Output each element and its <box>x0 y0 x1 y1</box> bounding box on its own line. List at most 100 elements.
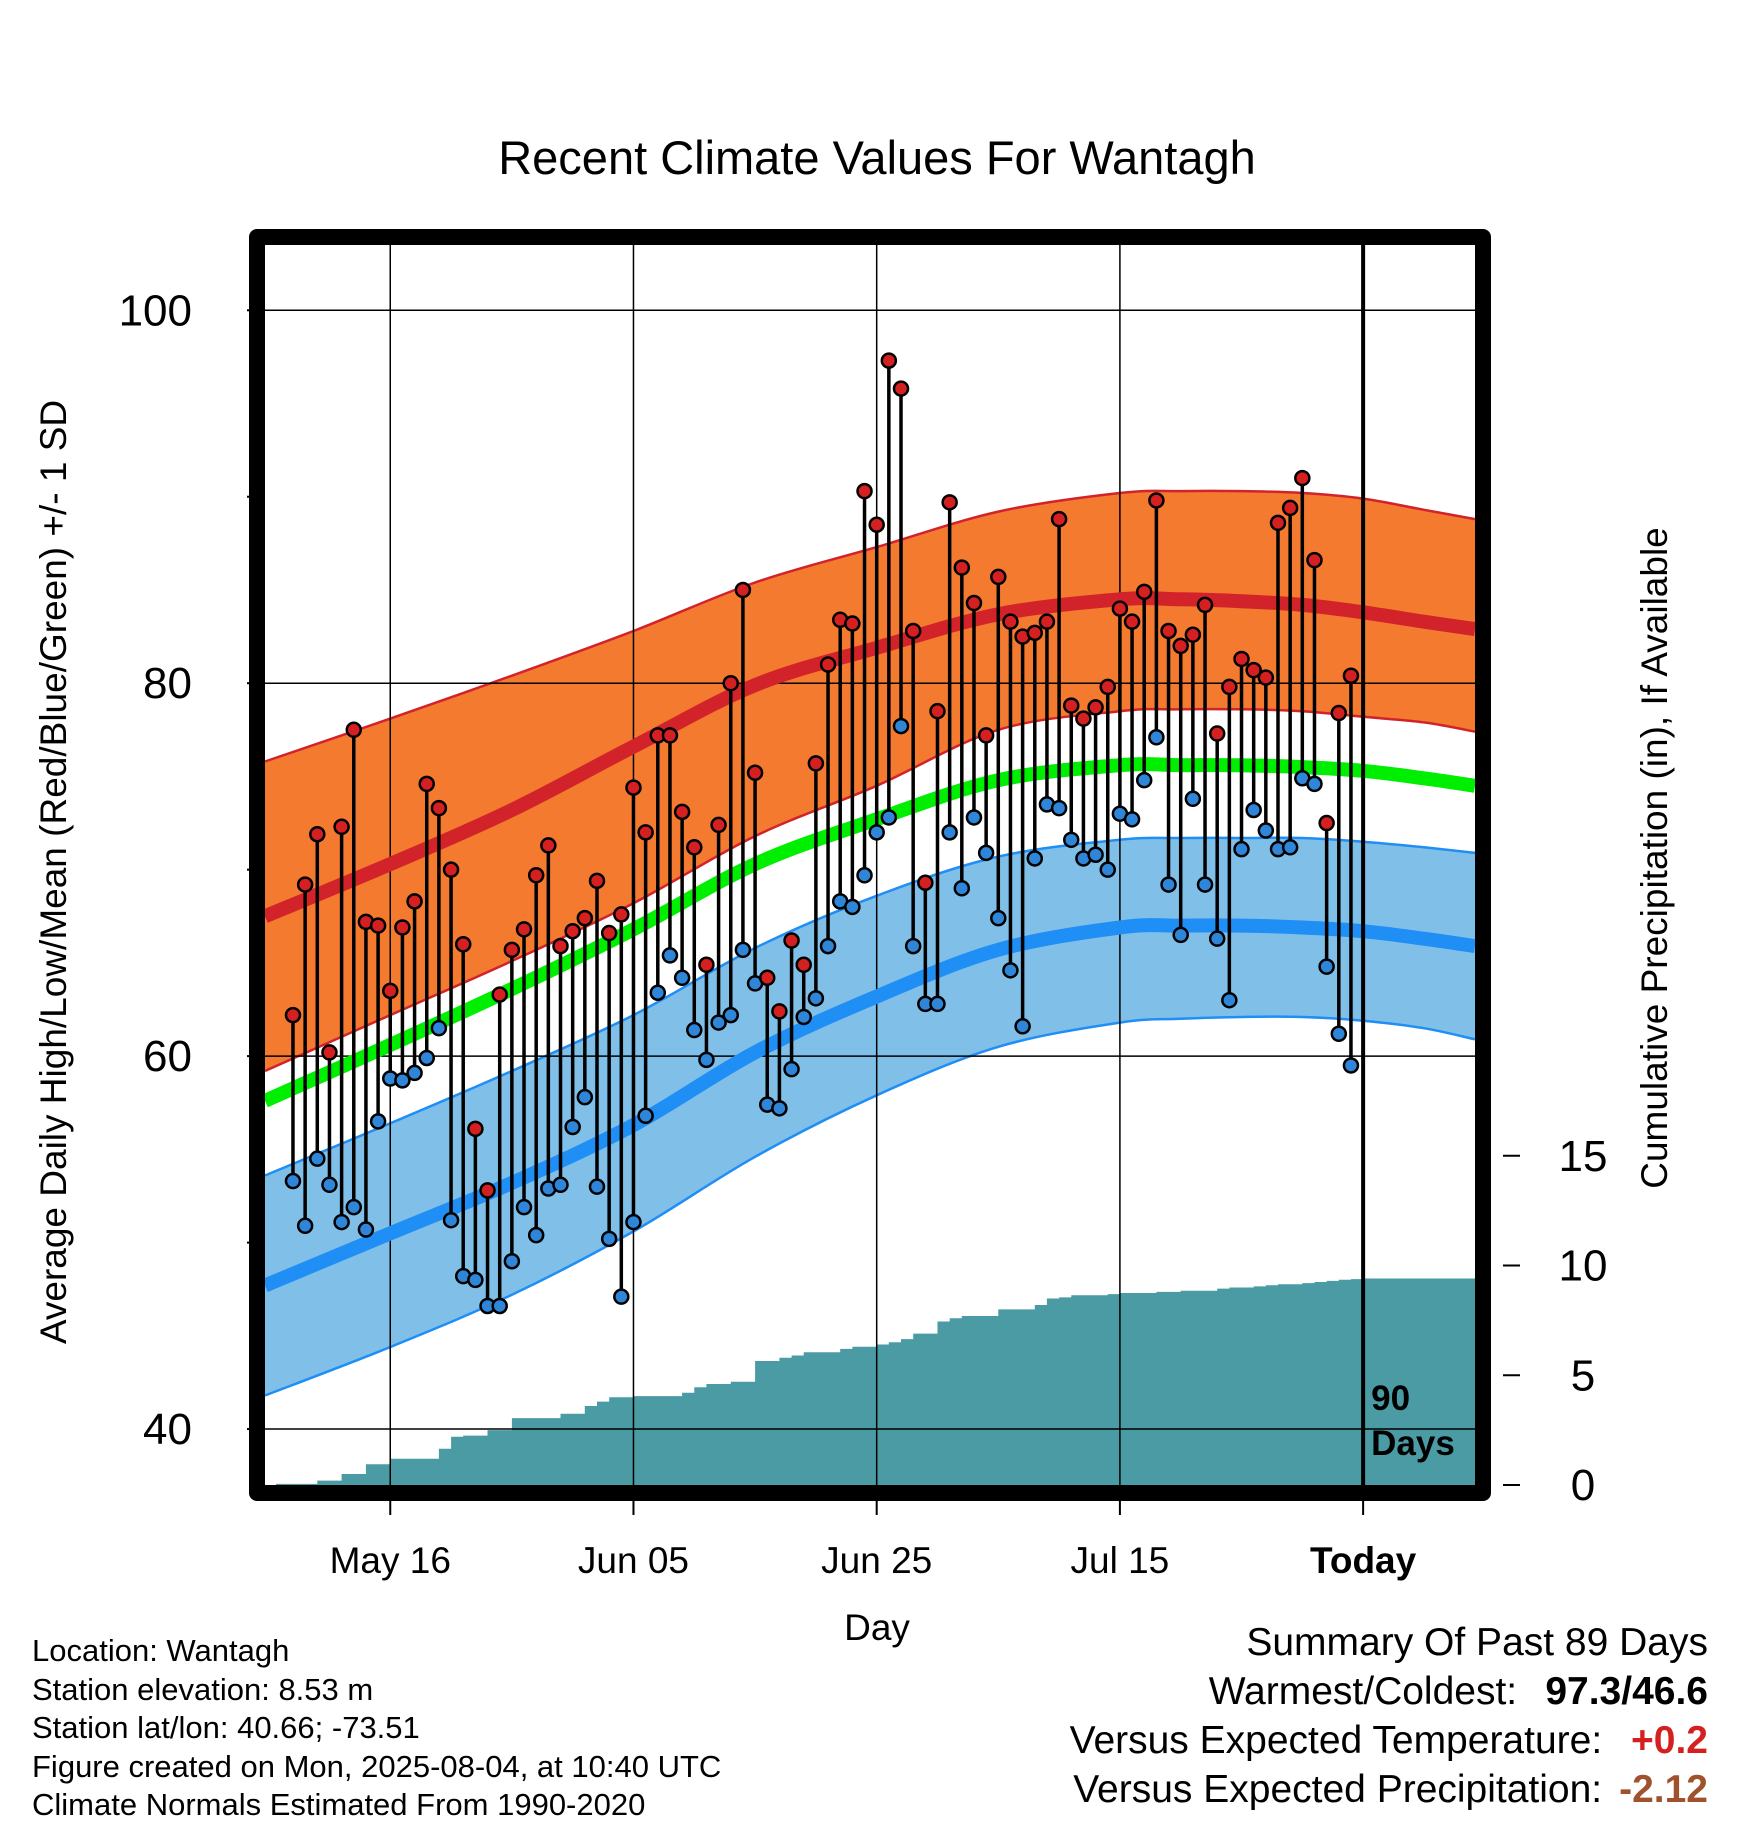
daily-high-point <box>442 861 460 878</box>
daily-low-point <box>941 824 958 841</box>
daily-high-point <box>296 876 314 893</box>
daily-high-point <box>1221 678 1238 696</box>
x-tick-label: May 16 <box>330 1540 451 1581</box>
daily-high-point <box>454 935 472 953</box>
daily-high-point <box>1245 661 1262 679</box>
daily-high-point <box>564 922 581 940</box>
daily-low-point <box>1184 790 1202 808</box>
daily-high-point <box>1342 667 1360 684</box>
daily-low-point <box>418 1049 435 1067</box>
daily-high-point <box>746 764 764 781</box>
low-sd-band-upper-edge <box>264 836 1476 1177</box>
summary-warm-cold: Warmest/Coldest: 97.3/46.6 <box>1070 1667 1708 1716</box>
daily-low-point <box>576 1088 594 1106</box>
daily-low-point <box>880 809 898 826</box>
daily-low-point <box>990 909 1007 927</box>
x-tick-label: Jun 05 <box>578 1540 689 1581</box>
daily-high-point <box>1148 492 1165 509</box>
daily-low-point <box>1026 850 1044 867</box>
daily-low-point <box>357 1221 375 1238</box>
daily-low-point <box>1099 861 1116 878</box>
daily-low-point <box>1221 991 1238 1009</box>
daily-high-point <box>369 917 387 934</box>
daily-high-point <box>430 799 448 817</box>
daily-high-point <box>527 867 545 884</box>
daily-high-point <box>1002 613 1019 630</box>
y2-tick-label: 10 <box>1559 1242 1608 1291</box>
daily-low-point <box>953 880 971 897</box>
daily-low-point <box>1148 729 1165 746</box>
daily-low-point <box>1318 958 1335 975</box>
daily-high-point <box>783 932 800 949</box>
daily-high-point <box>1111 600 1129 617</box>
daily-low-point <box>1342 1057 1360 1074</box>
temp-value: +0.2 <box>1631 1719 1708 1762</box>
daily-high-point <box>977 727 995 744</box>
daily-low-point <box>503 1252 521 1270</box>
daily-high-point <box>625 779 642 796</box>
x-tick-label: Jun 25 <box>821 1540 932 1581</box>
daily-low-point <box>430 1019 448 1037</box>
daily-low-point <box>345 1198 363 1216</box>
high-sd-band-lower-edge <box>264 707 1476 1073</box>
daily-low-point <box>977 844 995 862</box>
daily-high-point <box>758 969 776 987</box>
daily-low-point <box>284 1172 302 1190</box>
summary-temp: Versus Expected Temperature: +0.2 <box>1070 1716 1708 1765</box>
daily-low-point <box>868 824 885 841</box>
daily-low-point <box>1160 876 1177 893</box>
elevation-text: Station elevation: 8.53 m <box>32 1671 374 1707</box>
daily-high-point <box>807 755 825 772</box>
daily-low-point <box>795 1008 812 1026</box>
location-text: Location: Wantagh <box>32 1633 290 1668</box>
daily-high-point <box>1075 710 1092 727</box>
daily-low-point <box>588 1178 606 1195</box>
today-days-number: 90 <box>1371 1379 1410 1418</box>
daily-low-point <box>1281 839 1299 856</box>
daily-low-point <box>296 1217 314 1235</box>
daily-low-point <box>904 937 922 955</box>
daily-high-point <box>929 702 946 720</box>
daily-low-point <box>734 941 752 959</box>
y-tick-label: 80 <box>143 659 192 708</box>
daily-low-point <box>333 1213 350 1231</box>
daily-low-point <box>710 1014 727 1031</box>
daily-low-point <box>686 1021 703 1039</box>
daily-low-point <box>1087 846 1104 863</box>
daily-low-point <box>1306 775 1323 793</box>
daily-low-point <box>649 984 667 1001</box>
y-axis-label: Average Daily High/Low/Mean (Red/Blue/Gr… <box>33 400 74 1344</box>
daily-low-point <box>783 1060 800 1078</box>
x-tick-label: Jul 15 <box>1071 1540 1170 1581</box>
daily-high-point <box>382 982 399 1000</box>
daily-low-point <box>722 1006 740 1024</box>
daily-high-point <box>1318 814 1335 832</box>
daily-low-point <box>1208 930 1226 947</box>
y2-tick-label: 5 <box>1571 1351 1595 1400</box>
daily-low-point <box>1172 926 1189 944</box>
daily-high-point <box>540 837 557 854</box>
daily-low-point <box>1050 799 1068 817</box>
precip-label: Versus Expected Precipitation: <box>1073 1768 1603 1811</box>
daily-low-point <box>819 937 837 955</box>
precip-value: -2.12 <box>1619 1768 1708 1811</box>
daily-high-point <box>892 380 910 397</box>
daily-high-point <box>284 1006 302 1024</box>
daily-low-point <box>491 1297 508 1315</box>
daily-high-point <box>1184 626 1202 643</box>
low-sd-band-lower-edge <box>264 1015 1476 1397</box>
daily-low-point <box>661 947 679 964</box>
station-info: Location: Wantagh Station elevation: 8.5… <box>32 1632 721 1825</box>
daily-high-point <box>904 622 922 640</box>
today-days-label: Days <box>1371 1424 1455 1463</box>
low-sd-band <box>265 837 1475 1396</box>
daily-high-point <box>309 825 326 843</box>
latlon-text: Station lat/lon: 40.66; -73.51 <box>32 1710 420 1745</box>
daily-high-point <box>1135 583 1153 601</box>
daily-high-point <box>1330 704 1348 722</box>
daily-low-point <box>309 1150 326 1167</box>
daily-high-point <box>771 1003 788 1020</box>
daily-low-point <box>698 1051 715 1069</box>
daily-high-point <box>868 516 885 533</box>
